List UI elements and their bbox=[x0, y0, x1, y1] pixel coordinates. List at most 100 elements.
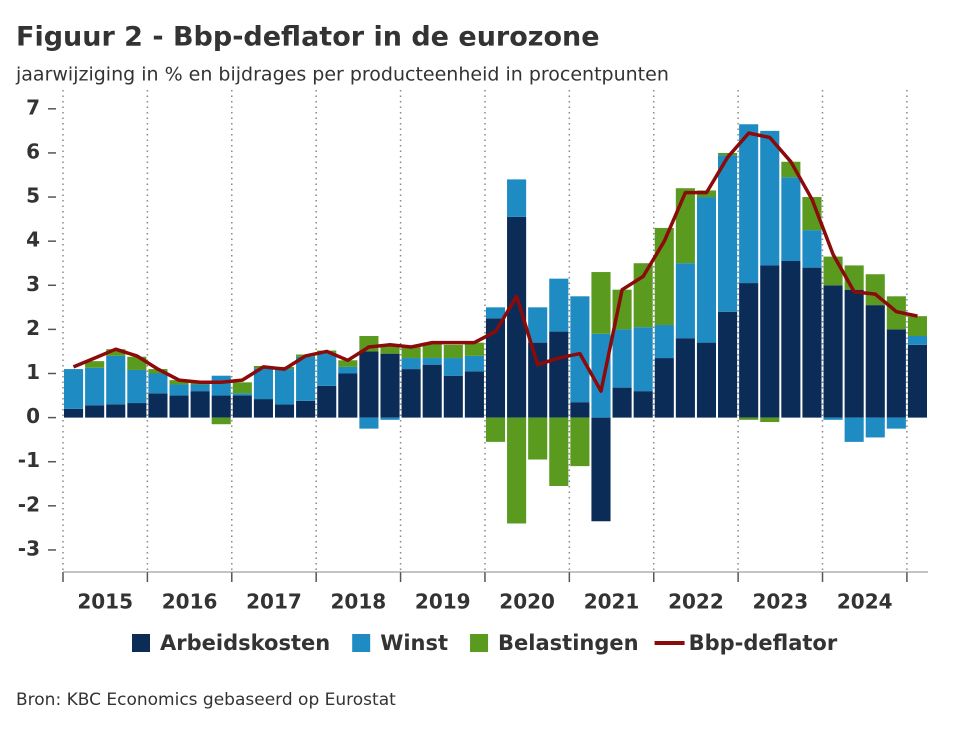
bar bbox=[549, 417, 569, 486]
y-tick-label: 7 bbox=[26, 95, 40, 119]
bar bbox=[169, 380, 189, 385]
bar bbox=[823, 417, 843, 420]
bar bbox=[85, 405, 105, 418]
bar bbox=[675, 263, 695, 339]
y-tick-label: 6 bbox=[26, 139, 40, 163]
y-tick-label: 2 bbox=[26, 316, 40, 340]
x-tick-label: 2015 bbox=[77, 590, 133, 614]
legend-label: Bbp-deflator bbox=[689, 631, 838, 655]
bar bbox=[464, 355, 484, 372]
bar bbox=[633, 263, 653, 328]
bar bbox=[380, 344, 400, 354]
bar bbox=[591, 417, 611, 522]
bar bbox=[106, 355, 126, 405]
bar bbox=[865, 305, 885, 418]
bar bbox=[127, 369, 147, 404]
bar bbox=[211, 375, 231, 396]
legend-label: Arbeidskosten bbox=[160, 631, 330, 655]
y-tick-label: 3 bbox=[26, 272, 40, 296]
bar bbox=[169, 395, 189, 418]
legend-swatch bbox=[352, 634, 371, 652]
bar bbox=[106, 404, 126, 418]
bar bbox=[422, 358, 442, 365]
bar bbox=[718, 311, 738, 418]
bar bbox=[507, 417, 527, 524]
bar bbox=[211, 395, 231, 418]
legend-label: Belastingen bbox=[498, 631, 639, 655]
bar bbox=[443, 358, 463, 376]
bar bbox=[317, 352, 337, 386]
bar bbox=[401, 358, 421, 370]
bar bbox=[485, 318, 506, 418]
legend-swatch bbox=[132, 634, 150, 652]
bar bbox=[190, 384, 210, 392]
bar bbox=[739, 283, 759, 418]
bar bbox=[85, 361, 105, 368]
bar bbox=[464, 342, 484, 356]
legend-swatch bbox=[470, 634, 489, 652]
bar bbox=[570, 417, 590, 467]
bar bbox=[507, 216, 527, 418]
legend-label: Winst bbox=[380, 631, 448, 655]
bar bbox=[359, 336, 379, 352]
bar bbox=[127, 403, 147, 418]
bar bbox=[211, 417, 231, 425]
bar bbox=[169, 384, 189, 396]
bar bbox=[148, 373, 168, 394]
bar bbox=[654, 324, 674, 359]
bar bbox=[422, 364, 442, 418]
bar bbox=[696, 342, 717, 418]
bar bbox=[338, 366, 358, 374]
bar bbox=[907, 316, 927, 336]
bar bbox=[633, 327, 653, 392]
y-tick-label: -3 bbox=[18, 536, 40, 560]
y-tick-label: 1 bbox=[26, 360, 40, 384]
chart-title: Figuur 2 - Bbp-deflator in de eurozone bbox=[16, 22, 600, 53]
x-tick-label: 2022 bbox=[668, 590, 724, 614]
x-tick-label: 2021 bbox=[584, 590, 640, 614]
bar bbox=[549, 278, 569, 332]
line bbox=[72, 131, 918, 393]
x-tick-label: 2019 bbox=[415, 590, 471, 614]
bar bbox=[675, 338, 695, 418]
bar bbox=[528, 342, 548, 418]
bar bbox=[802, 197, 822, 231]
bar bbox=[570, 402, 590, 418]
bar bbox=[148, 393, 168, 418]
y-tick-label: 4 bbox=[26, 228, 40, 252]
bar bbox=[823, 285, 843, 418]
source: Bron: KBC Economics gebaseerd op Eurosta… bbox=[16, 690, 396, 710]
bar bbox=[739, 124, 759, 284]
bar bbox=[443, 344, 463, 359]
bar bbox=[232, 382, 252, 394]
bar bbox=[612, 387, 632, 418]
bar bbox=[802, 267, 822, 418]
bar bbox=[507, 179, 527, 217]
bar bbox=[274, 369, 295, 405]
y-tick-label: -1 bbox=[18, 448, 40, 472]
bar bbox=[317, 385, 337, 418]
bar bbox=[760, 417, 780, 423]
x-tick-label: 2020 bbox=[499, 590, 555, 614]
bar bbox=[696, 197, 717, 343]
bar bbox=[232, 393, 252, 396]
chart-subtitle: jaarwijziging in % en bijdrages per prod… bbox=[15, 64, 669, 86]
bar bbox=[633, 391, 653, 418]
bar bbox=[485, 417, 506, 442]
bar bbox=[338, 360, 358, 367]
bar bbox=[485, 307, 506, 319]
bar bbox=[253, 368, 273, 400]
bar bbox=[781, 261, 801, 418]
bar bbox=[760, 130, 780, 266]
bar bbox=[443, 375, 463, 418]
bar bbox=[296, 400, 316, 418]
bar bbox=[359, 417, 379, 429]
bar bbox=[528, 307, 548, 343]
bar bbox=[148, 369, 168, 374]
bar bbox=[401, 369, 421, 418]
bar bbox=[570, 296, 590, 403]
x-tick-label: 2017 bbox=[246, 590, 302, 614]
bar bbox=[338, 373, 358, 418]
y-tick-label: 0 bbox=[26, 404, 40, 428]
